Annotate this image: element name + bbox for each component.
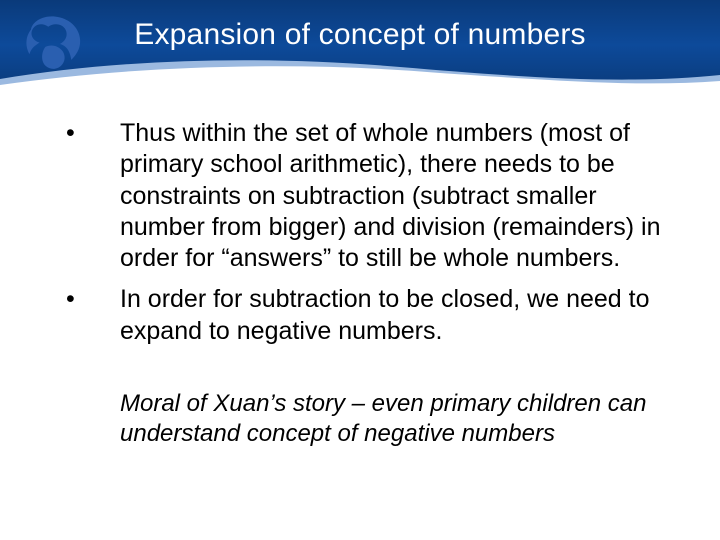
bullet-marker-icon: •	[60, 118, 120, 274]
bullet-item: • In order for subtraction to be closed,…	[60, 284, 670, 347]
slide-title: Expansion of concept of numbers	[0, 18, 720, 52]
slide-body: • Thus within the set of whole numbers (…	[60, 118, 670, 449]
moral-text: Moral of Xuan’s story – even primary chi…	[120, 389, 670, 449]
slide-header: Expansion of concept of numbers	[0, 0, 720, 90]
bullet-marker-icon: •	[60, 284, 120, 347]
bullet-text: Thus within the set of whole numbers (mo…	[120, 118, 670, 274]
header-swoosh-icon	[0, 51, 720, 90]
bullet-text: In order for subtraction to be closed, w…	[120, 284, 670, 347]
bullet-item: • Thus within the set of whole numbers (…	[60, 118, 670, 274]
